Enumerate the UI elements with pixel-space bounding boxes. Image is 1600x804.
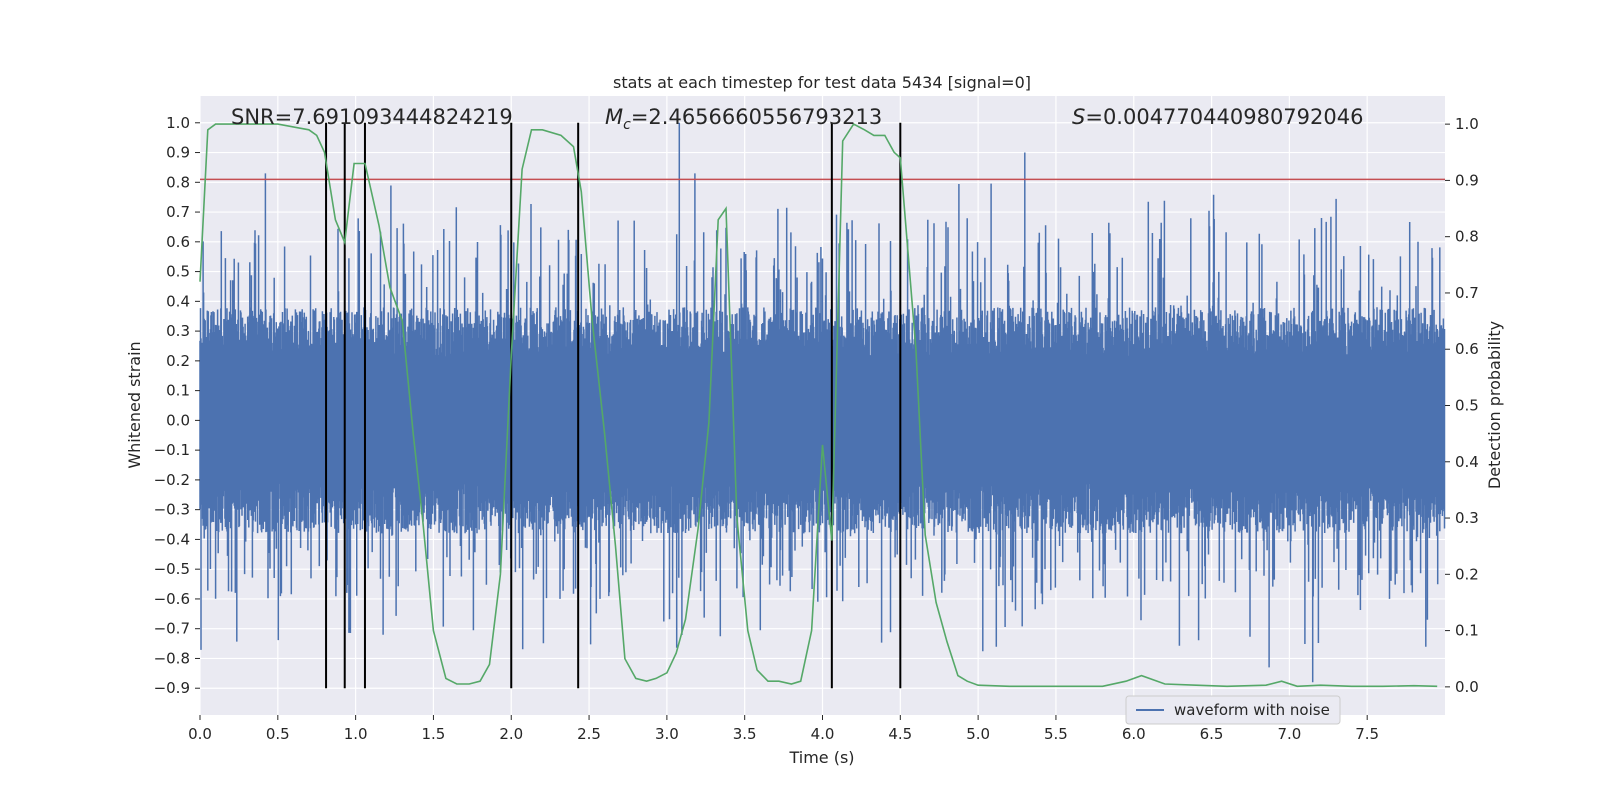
x-tick-label: 5.5 <box>1044 725 1068 743</box>
x-tick-label: 7.0 <box>1277 725 1301 743</box>
y-left-axis-ticks: 1.0 0.9 0.8 0.7 0.6 0.5 0.4 0.3 0.2 0.1 0.0 −0.1 −0.… <box>154 114 200 697</box>
y-right-axis-ticks: 1.0 0.9 0.8 0.7 0.6 0.5 0.4 0.3 0.2 0.1 0.0 <box>1445 115 1479 696</box>
chart-title: stats at each timestep for test data 543… <box>613 73 1031 92</box>
y-right-tick-label: 0.5 <box>1455 397 1479 415</box>
y-right-tick-label: 0.3 <box>1455 509 1479 527</box>
x-tick-label: 1.0 <box>344 725 368 743</box>
y-left-tick-label: 0.3 <box>166 322 190 340</box>
y-right-tick-label: 0.9 <box>1455 171 1479 189</box>
y-right-tick-label: 0.0 <box>1455 678 1479 696</box>
y-left-tick-label: −0.9 <box>154 679 190 697</box>
y-left-tick-label: 0.5 <box>166 263 190 281</box>
x-tick-label: 5.0 <box>966 725 990 743</box>
y-left-tick-label: 0.9 <box>166 144 190 162</box>
y-left-tick-label: −0.6 <box>154 590 190 608</box>
waveform-series <box>199 122 1446 683</box>
y-left-tick-label: 1.0 <box>166 114 190 132</box>
x-tick-label: 0.0 <box>188 725 212 743</box>
y-left-tick-label: −0.2 <box>154 471 190 489</box>
y-left-tick-label: −0.5 <box>154 560 190 578</box>
x-tick-label: 6.0 <box>1122 725 1146 743</box>
x-tick-label: 2.0 <box>499 725 523 743</box>
snr-annotation: SNR=7.691093444824219 <box>231 105 513 129</box>
y-left-tick-label: 0.4 <box>166 292 190 310</box>
legend-label: waveform with noise <box>1174 701 1330 719</box>
s-symbol: S <box>1072 105 1085 129</box>
y-left-tick-label: 0.7 <box>166 203 190 221</box>
y-left-tick-label: 0.0 <box>166 411 190 429</box>
x-tick-label: 3.0 <box>655 725 679 743</box>
x-tick-label: 6.5 <box>1200 725 1224 743</box>
x-tick-label: 7.5 <box>1355 725 1379 743</box>
y-axis-right-label: Detection probability <box>1485 321 1504 489</box>
y-right-tick-label: 0.2 <box>1455 565 1479 583</box>
y-left-tick-label: 0.6 <box>166 233 190 251</box>
detection-probability-line <box>199 123 1438 688</box>
legend-box <box>1125 695 1341 725</box>
x-tick-label: 4.5 <box>888 725 912 743</box>
legend: waveform with noise <box>1125 695 1341 725</box>
y-left-tick-label: 0.1 <box>166 382 190 400</box>
y-right-tick-label: 0.4 <box>1455 453 1479 471</box>
x-tick-label: 3.5 <box>733 725 757 743</box>
x-tick-label: 1.5 <box>422 725 446 743</box>
s-annotation: S=0.004770440980792046 <box>1072 105 1363 129</box>
y-left-tick-label: −0.3 <box>154 501 190 519</box>
x-axis-ticks: 0.0 0.5 1.0 1.5 2.0 2.5 3.0 3.5 4.0 4.5 5.0 5.5 6.0 6… <box>188 715 1379 743</box>
y-left-tick-label: −0.8 <box>154 649 190 667</box>
x-tick-label: 0.5 <box>266 725 290 743</box>
x-tick-label: 4.0 <box>811 725 835 743</box>
y-left-tick-label: 0.8 <box>166 173 190 191</box>
y-axis-left-label: Whitened strain <box>125 341 144 468</box>
waveform-strokes <box>199 122 1446 683</box>
chirp-mass-subscript: c <box>623 117 631 133</box>
x-tick-label: 2.5 <box>577 725 601 743</box>
y-right-tick-label: 0.6 <box>1455 340 1479 358</box>
chirp-mass-symbol: M <box>605 105 623 129</box>
chirp-mass-annotation: Mc=2.4656660556793213 <box>605 105 882 133</box>
y-left-tick-label: −0.7 <box>154 620 190 638</box>
s-value: =0.004770440980792046 <box>1085 105 1363 129</box>
y-left-tick-label: −0.4 <box>154 530 190 548</box>
y-right-tick-label: 0.8 <box>1455 228 1479 246</box>
vertical-marker-lines <box>325 122 902 689</box>
y-right-tick-label: 0.1 <box>1455 622 1479 640</box>
y-left-tick-label: −0.1 <box>154 441 190 459</box>
y-left-tick-label: 0.2 <box>166 352 190 370</box>
y-right-tick-label: 0.7 <box>1455 284 1479 302</box>
chirp-mass-value: =2.4656660556793213 <box>631 105 882 129</box>
x-axis-label: Time (s) <box>788 748 854 767</box>
y-right-tick-label: 1.0 <box>1455 115 1479 133</box>
